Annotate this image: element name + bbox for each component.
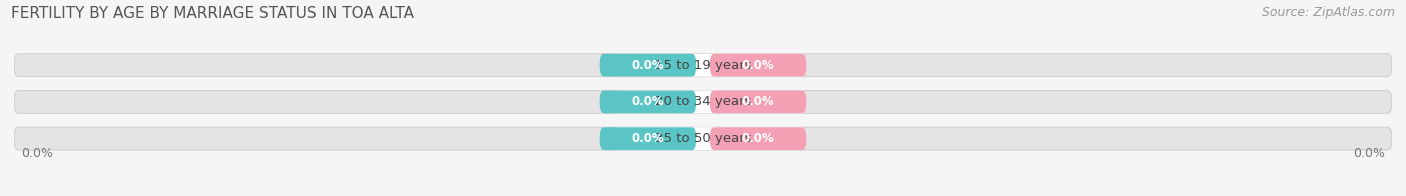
Text: 15 to 19 years: 15 to 19 years — [655, 59, 751, 72]
Text: 0.0%: 0.0% — [631, 132, 664, 145]
Text: 0.0%: 0.0% — [742, 59, 775, 72]
Text: 0.0%: 0.0% — [631, 95, 664, 108]
FancyBboxPatch shape — [613, 91, 807, 113]
FancyBboxPatch shape — [14, 127, 1392, 150]
Text: 0.0%: 0.0% — [21, 147, 53, 160]
Text: 0.0%: 0.0% — [631, 59, 664, 72]
Text: 0.0%: 0.0% — [1353, 147, 1385, 160]
Text: 0.0%: 0.0% — [742, 132, 775, 145]
FancyBboxPatch shape — [599, 127, 696, 150]
FancyBboxPatch shape — [613, 54, 807, 77]
FancyBboxPatch shape — [14, 91, 1392, 113]
Text: 0.0%: 0.0% — [742, 95, 775, 108]
FancyBboxPatch shape — [599, 91, 696, 113]
Text: Source: ZipAtlas.com: Source: ZipAtlas.com — [1261, 6, 1395, 19]
FancyBboxPatch shape — [599, 54, 696, 77]
FancyBboxPatch shape — [710, 127, 807, 150]
Text: 20 to 34 years: 20 to 34 years — [655, 95, 751, 108]
FancyBboxPatch shape — [710, 54, 807, 77]
FancyBboxPatch shape — [14, 54, 1392, 77]
FancyBboxPatch shape — [613, 127, 807, 150]
Text: FERTILITY BY AGE BY MARRIAGE STATUS IN TOA ALTA: FERTILITY BY AGE BY MARRIAGE STATUS IN T… — [11, 6, 415, 21]
Text: 35 to 50 years: 35 to 50 years — [655, 132, 751, 145]
FancyBboxPatch shape — [710, 91, 807, 113]
